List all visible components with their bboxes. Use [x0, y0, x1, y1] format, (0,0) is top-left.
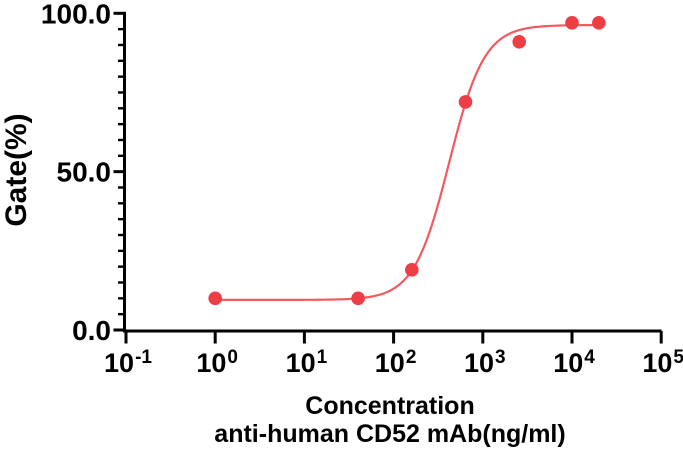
x-tick-label: 10-1: [104, 347, 152, 378]
x-tick-label: 102: [375, 347, 417, 378]
data-point: [565, 15, 579, 30]
y-axis-title: Gate(%): [0, 113, 33, 226]
data-point: [351, 291, 365, 306]
x-tick-label: 101: [286, 347, 328, 378]
x-tick-label: 103: [464, 347, 506, 378]
series-layer: [208, 15, 606, 306]
y-tick-label: 100.0: [41, 0, 111, 29]
data-point: [512, 35, 527, 49]
y-tick-label: 0.0: [72, 315, 111, 346]
x-axis-title-line1: Concentration: [305, 392, 474, 420]
data-point: [458, 95, 473, 109]
x-axis-title-line2: anti-human CD52 mAb(ng/ml): [214, 420, 565, 448]
data-point: [208, 291, 222, 306]
fit-curve: [214, 23, 600, 302]
axes-layer: 10-1 100 101 102 103 104 105 0.0 50.0 100.0: [41, 0, 683, 378]
x-tick-label: 100: [196, 347, 238, 378]
x-tick-label: 105: [642, 347, 683, 378]
data-point: [592, 15, 606, 30]
data-point: [405, 263, 419, 277]
y-tick-label: 50.0: [57, 157, 112, 188]
x-tick-label: 104: [553, 347, 595, 378]
